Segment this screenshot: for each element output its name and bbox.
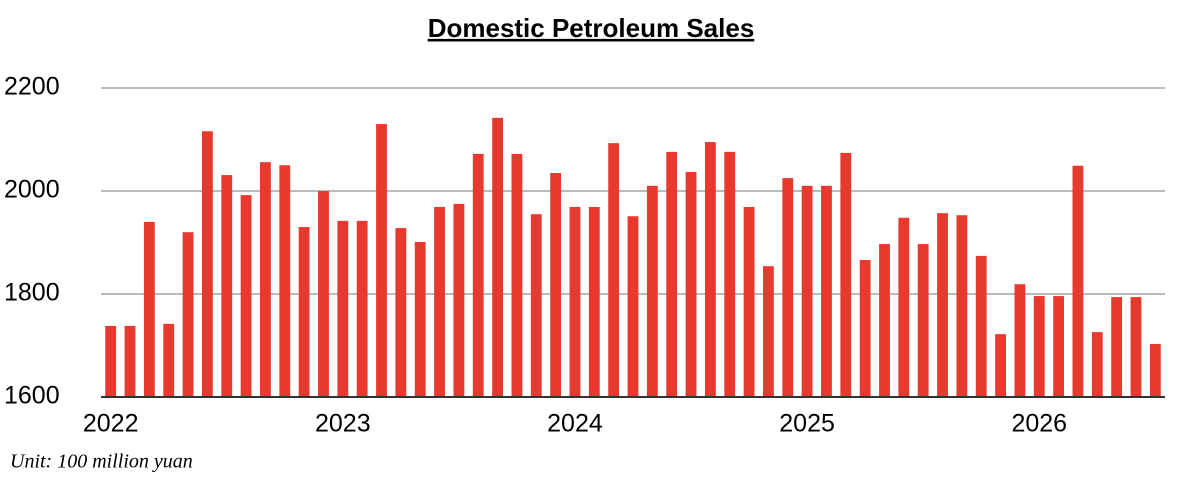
bar [569, 206, 581, 397]
bar [240, 195, 252, 397]
bar [105, 325, 117, 397]
bar [550, 172, 562, 397]
bar [337, 220, 349, 397]
bar [143, 221, 155, 397]
bar [1149, 343, 1161, 397]
bar [530, 214, 542, 397]
bar [414, 241, 426, 397]
y-tick-label: 2200 [4, 73, 60, 101]
bar [260, 162, 271, 397]
bar [356, 220, 368, 397]
x-tick-label: 2023 [315, 410, 371, 438]
bar [782, 178, 794, 397]
bar [472, 153, 484, 397]
bar [124, 325, 136, 397]
bar [704, 142, 716, 397]
bar [298, 227, 310, 397]
bar [879, 244, 890, 397]
bar [666, 151, 678, 397]
bar [608, 143, 620, 397]
bar [1072, 165, 1084, 397]
bar [859, 260, 871, 397]
bar [937, 213, 948, 397]
bar [163, 323, 175, 397]
bar [743, 206, 755, 397]
chart-title: Domestic Petroleum Sales [428, 13, 755, 43]
bar [182, 232, 194, 397]
bar [588, 206, 600, 397]
y-tick-label: 1800 [4, 279, 60, 307]
bar [975, 255, 987, 397]
bar [821, 185, 832, 397]
bar [627, 216, 639, 397]
bar [840, 152, 852, 397]
bar [956, 215, 968, 397]
bar [917, 244, 929, 397]
bar [434, 206, 445, 397]
bar [685, 171, 697, 397]
x-tick-label: 2026 [1011, 410, 1067, 438]
bar [221, 175, 233, 397]
bar [995, 334, 1006, 397]
x-tick-label: 2022 [83, 410, 139, 438]
bar [1111, 297, 1123, 397]
bar [801, 185, 813, 397]
bar [318, 191, 329, 397]
bar [1130, 297, 1142, 397]
bar [763, 266, 774, 397]
bar [1033, 296, 1045, 397]
bar [1091, 332, 1103, 397]
bar [646, 185, 658, 397]
bar [1014, 284, 1026, 397]
bar [201, 131, 213, 397]
y-tick-label: 2000 [4, 176, 60, 204]
bar [1053, 296, 1065, 397]
bar [376, 124, 387, 398]
bar [279, 165, 291, 397]
bar [898, 217, 910, 397]
y-tick-label: 1600 [4, 382, 60, 410]
unit-note: Unit: 100 million yuan [10, 451, 193, 473]
bar [395, 228, 407, 397]
bar [453, 203, 465, 397]
x-tick-label: 2025 [779, 410, 835, 438]
bar [511, 153, 523, 397]
x-tick-label: 2024 [547, 410, 603, 438]
bar [724, 151, 736, 397]
bar [492, 117, 503, 398]
